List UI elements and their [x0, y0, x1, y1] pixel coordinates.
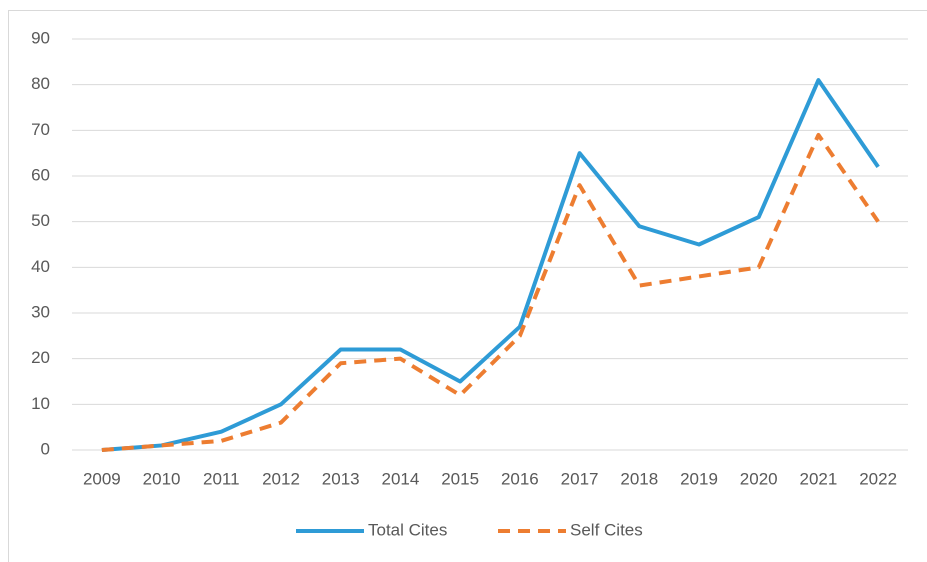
- x-tick-label: 2021: [800, 469, 838, 488]
- series-line: [101, 78, 880, 452]
- y-tick-label: 20: [31, 348, 50, 367]
- legend-label: Self Cites: [570, 520, 643, 539]
- series-line: [101, 132, 880, 452]
- x-tick-label: 2022: [859, 469, 897, 488]
- y-tick-label: 40: [31, 257, 50, 276]
- x-tick-label: 2010: [143, 469, 181, 488]
- x-tick-label: 2018: [620, 469, 658, 488]
- y-tick-label: 0: [41, 439, 50, 458]
- x-tick-label: 2016: [501, 469, 539, 488]
- legend-label: Total Cites: [368, 520, 447, 539]
- x-tick-label: 2015: [441, 469, 479, 488]
- x-tick-label: 2009: [83, 469, 121, 488]
- chart-border: [8, 10, 927, 562]
- y-tick-label: 90: [31, 28, 50, 47]
- y-tick-label: 70: [31, 120, 50, 139]
- x-tick-label: 2017: [561, 469, 599, 488]
- y-tick-label: 50: [31, 211, 50, 230]
- x-tick-label: 2019: [680, 469, 718, 488]
- x-tick-label: 2020: [740, 469, 778, 488]
- y-tick-label: 10: [31, 394, 50, 413]
- y-tick-label: 60: [31, 165, 50, 184]
- x-tick-label: 2012: [262, 469, 300, 488]
- y-tick-label: 80: [31, 74, 50, 93]
- x-tick-label: 2014: [382, 469, 420, 488]
- x-tick-label: 2011: [203, 469, 240, 488]
- x-tick-label: 2013: [322, 469, 360, 488]
- y-tick-label: 30: [31, 302, 50, 321]
